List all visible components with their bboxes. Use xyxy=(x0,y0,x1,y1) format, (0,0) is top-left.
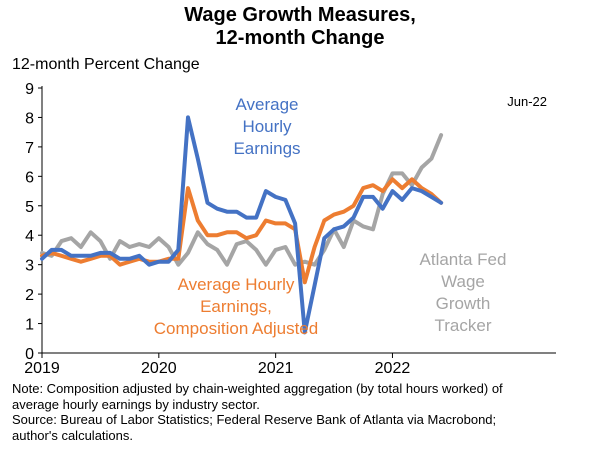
note-line-1: Note: Composition adjusted by chain-weig… xyxy=(12,381,503,396)
series-line-ahe xyxy=(40,115,444,335)
x-tick-label-2021: 2021 xyxy=(258,360,294,377)
y-tick-label-2: 2 xyxy=(25,287,34,304)
series-label-ahe-line-2: Hourly xyxy=(242,117,292,136)
y-tick-label-8: 8 xyxy=(25,110,34,127)
y-tick-label-9: 9 xyxy=(25,81,34,98)
chart-title-line-2: 12-month Change xyxy=(215,27,385,49)
series-label-atlanta-fed-tracker-line-2: Wage xyxy=(441,272,485,291)
series-label-atlanta-fed-tracker-line-4: Tracker xyxy=(435,316,492,335)
x-tick-label-2022: 2022 xyxy=(375,360,411,377)
series-label-atlanta-fed-tracker-line-1: Atlanta Fed xyxy=(420,250,507,269)
y-tick-label-7: 7 xyxy=(25,140,34,157)
y-tick-label-6: 6 xyxy=(25,169,34,186)
chart-notes: Note: Composition adjusted by chain-weig… xyxy=(12,381,592,443)
y-tick-label-5: 5 xyxy=(25,199,34,216)
source-line-1: Source: Bureau of Labor Statistics; Fede… xyxy=(12,412,497,427)
source-line-2: author's calculations. xyxy=(12,427,133,443)
series-label-ahe-line-3: Earnings xyxy=(233,139,300,158)
date-corner-label: Jun-22 xyxy=(507,94,547,109)
chart-title: Wage Growth Measures, 12-month Change xyxy=(0,4,600,50)
y-tick-label-3: 3 xyxy=(25,258,34,275)
series-label-ahe-composition-adjusted-line-1: Average Hourly xyxy=(178,275,295,294)
y-tick-label-1: 1 xyxy=(25,317,34,334)
series-label-atlanta-fed-tracker-line-3: Growth xyxy=(436,294,491,313)
y-tick-label-0: 0 xyxy=(25,346,34,363)
note-line-2: average hourly earnings by industry sect… xyxy=(12,396,260,412)
series-label-ahe-composition-adjusted-line-2: Earnings, xyxy=(200,297,272,316)
y-axis-label: 12-month Percent Change xyxy=(12,56,200,73)
series-label-ahe-composition-adjusted-line-3: Composition Adjusted xyxy=(154,319,318,338)
series-line-ahe-composition-adjusted xyxy=(40,177,444,285)
x-tick-label-2020: 2020 xyxy=(141,360,177,377)
series-label-ahe-line-1: Average xyxy=(235,95,298,114)
y-tick-label-4: 4 xyxy=(25,228,34,245)
chart-title-line-1: Wage Growth Measures, xyxy=(184,4,416,26)
x-tick-label-2019: 2019 xyxy=(24,360,60,377)
